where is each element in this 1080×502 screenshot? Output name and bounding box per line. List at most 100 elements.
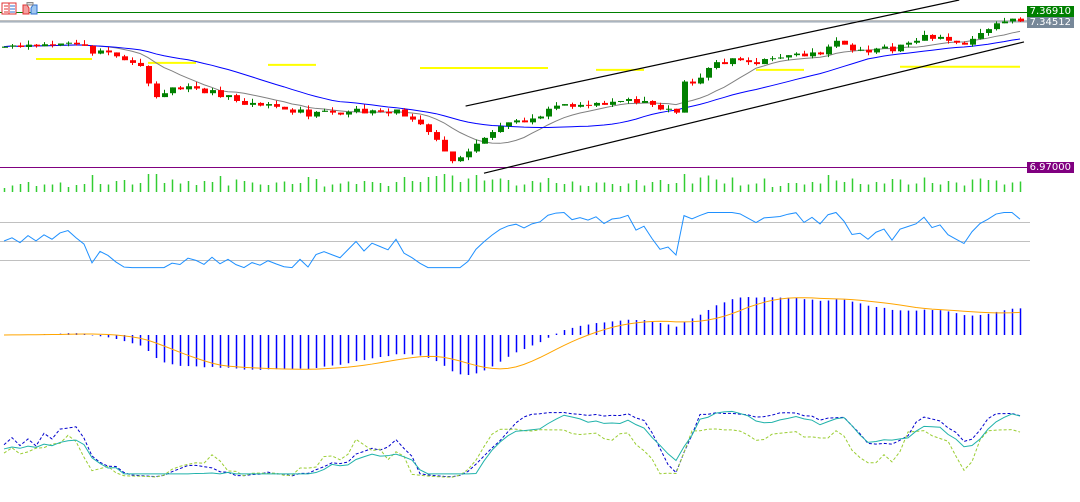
- bullish-candle: [394, 109, 400, 114]
- bullish-candle: [490, 132, 496, 138]
- bullish-candle: [170, 87, 176, 94]
- bid-price-label: 7.34512: [1026, 17, 1074, 28]
- bullish-candle: [162, 93, 168, 98]
- bearish-candle: [34, 44, 40, 47]
- bullish-candle: [666, 108, 672, 110]
- bearish-candle: [258, 102, 264, 106]
- depth-of-market-icon[interactable]: [22, 2, 38, 15]
- bearish-candle: [378, 110, 384, 112]
- bullish-candle: [618, 100, 624, 102]
- bullish-candle: [298, 109, 304, 113]
- bearish-candle: [50, 44, 56, 46]
- bearish-candle: [218, 90, 224, 98]
- bearish-candle: [946, 36, 952, 41]
- channel-trendline: [483, 41, 1025, 174]
- bullish-candle: [498, 126, 504, 133]
- bullish-candle: [530, 118, 536, 123]
- bearish-candle: [450, 151, 456, 162]
- bearish-candle: [202, 88, 208, 94]
- fast-ma-line: [3, 30, 1021, 144]
- bearish-candle: [146, 66, 152, 84]
- bullish-candle: [834, 40, 840, 47]
- bullish-candle: [346, 111, 352, 115]
- bullish-candle: [826, 46, 832, 55]
- bullish-candle: [610, 101, 616, 105]
- bearish-candle: [410, 116, 416, 120]
- bullish-candle: [554, 105, 560, 109]
- bearish-candle: [634, 99, 640, 103]
- bearish-candle: [650, 100, 656, 105]
- bearish-candle: [154, 83, 160, 98]
- bearish-candle: [570, 104, 576, 107]
- bearish-candle: [426, 124, 432, 133]
- channel-trendline: [465, 0, 960, 107]
- bearish-candle: [362, 108, 368, 114]
- bullish-candle: [458, 157, 464, 162]
- one-click-trading-icon[interactable]: [1, 2, 17, 15]
- bullish-candle: [938, 36, 944, 39]
- bullish-candle: [482, 137, 488, 144]
- bearish-candle: [434, 132, 440, 140]
- bullish-candle: [98, 50, 104, 54]
- bullish-candle: [538, 116, 544, 119]
- bearish-candle: [602, 102, 608, 105]
- slow-ma-line: [3, 38, 1021, 129]
- bullish-candle: [514, 120, 520, 123]
- bullish-candle: [682, 81, 688, 113]
- bullish-candle: [42, 44, 48, 47]
- oscillator-main-line: [3, 410, 1021, 475]
- bearish-candle: [954, 40, 960, 43]
- bearish-candle: [802, 53, 808, 57]
- bullish-candle: [226, 95, 232, 98]
- bullish-candle: [506, 122, 512, 127]
- bullish-candle: [10, 45, 16, 47]
- rsi-line: [3, 211, 1021, 269]
- bullish-candle: [882, 46, 888, 49]
- bearish-candle: [658, 104, 664, 110]
- bullish-candle: [546, 108, 552, 117]
- oscillator-d-line: [3, 428, 1021, 478]
- bearish-candle: [234, 95, 240, 101]
- bearish-candle: [330, 110, 336, 113]
- bearish-candle: [106, 50, 112, 53]
- bearish-candle: [586, 104, 592, 106]
- bullish-candle: [706, 67, 712, 78]
- bearish-candle: [138, 62, 144, 67]
- bearish-candle: [18, 45, 24, 47]
- bullish-candle: [874, 48, 880, 53]
- bullish-candle: [858, 49, 864, 51]
- bearish-candle: [746, 60, 752, 63]
- bullish-candle: [626, 99, 632, 101]
- bearish-candle: [890, 46, 896, 52]
- bearish-candle: [74, 42, 80, 45]
- bearish-candle: [90, 45, 96, 54]
- bullish-candle: [562, 104, 568, 106]
- ask-price-label: 7.36910: [1026, 6, 1074, 17]
- bullish-candle: [786, 55, 792, 58]
- bullish-candle: [354, 108, 360, 112]
- macd-signal-line: [3, 297, 1021, 370]
- bullish-candle: [370, 110, 376, 114]
- bullish-candle: [322, 110, 328, 112]
- bearish-candle: [754, 62, 760, 65]
- bearish-candle: [178, 87, 184, 90]
- bearish-candle: [386, 111, 392, 114]
- bullish-candle: [810, 52, 816, 57]
- bearish-candle: [738, 58, 744, 61]
- bearish-candle: [338, 112, 344, 115]
- bearish-candle: [850, 44, 856, 51]
- bearish-candle: [722, 62, 728, 65]
- bearish-candle: [402, 109, 408, 117]
- bearish-candle: [274, 104, 280, 107]
- bearish-candle: [130, 60, 136, 63]
- bullish-candle: [266, 104, 272, 106]
- bullish-candle: [26, 44, 32, 47]
- bearish-candle: [114, 52, 120, 57]
- bearish-candle: [194, 86, 200, 89]
- bullish-candle: [698, 77, 704, 84]
- bullish-candle: [922, 34, 928, 41]
- bearish-candle: [818, 52, 824, 55]
- bullish-candle: [1010, 18, 1016, 22]
- bearish-candle: [290, 109, 296, 113]
